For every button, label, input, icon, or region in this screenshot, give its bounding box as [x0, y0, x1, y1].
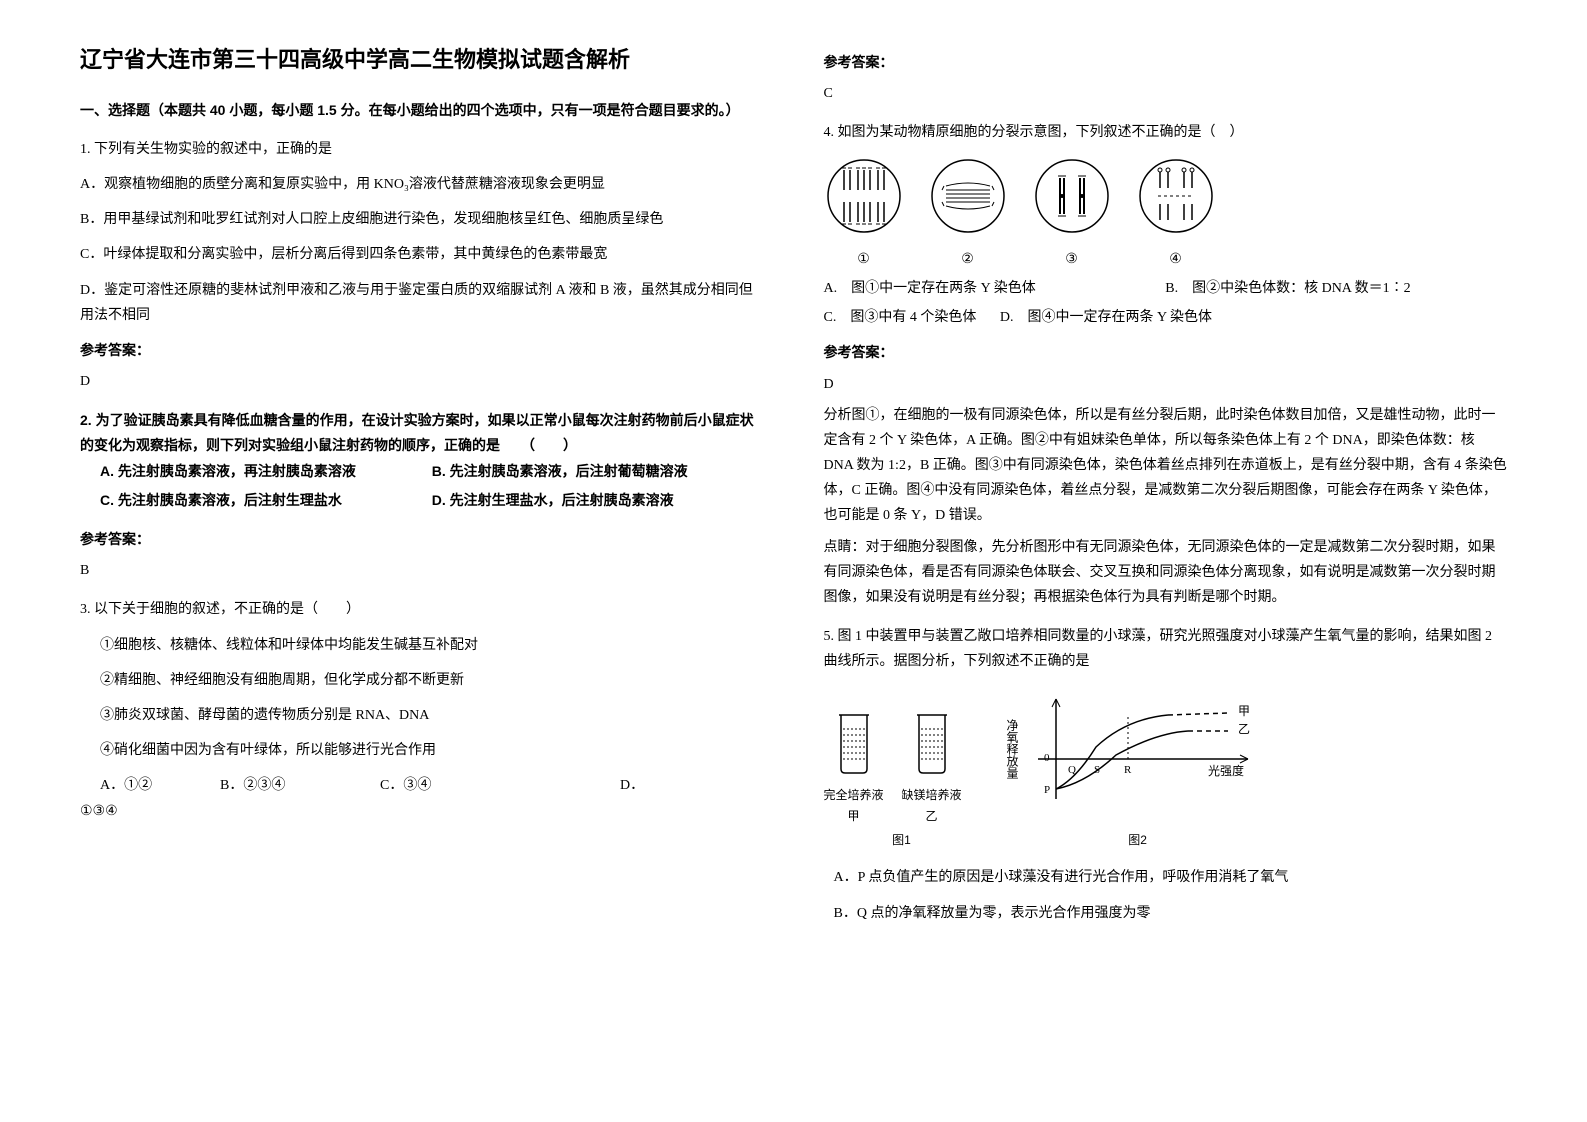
q4-answer-label: 参考答案： [824, 340, 1508, 365]
question-2: 2. 为了验证胰岛素具有降低血糖含量的作用，在设计实验方案时，如果以正常小鼠每次… [80, 408, 764, 583]
beaker-a-label: 完全培养液 甲 [824, 785, 884, 828]
q1-stem: 1. 下列有关生物实验的叙述中，正确的是 [80, 137, 764, 162]
cell-2-svg [928, 156, 1008, 236]
q4-options-cd: C. 图③中有 4 个染色体 D. 图④中一定存在两条 Y 染色体 [824, 305, 1508, 330]
cell-1-svg [824, 156, 904, 236]
q3-item-4: ④硝化细菌中因为含有叶绿体，所以能够进行光合作用 [100, 738, 764, 763]
q1-opt-a: A．观察植物细胞的质壁分离和复原实验中，用 KNO₃溶液代替蔗糖溶液现象会更明显 [80, 172, 764, 197]
question-5: 5. 图 1 中装置甲与装置乙敞口培养相同数量的小球藻，研究光照强度对小球藻产生… [824, 624, 1508, 926]
svg-text:R: R [1124, 764, 1132, 776]
q4-explain-b: 点睛：对于细胞分裂图像，先分析图形中有无同源染色体，无同源染色体的一定是减数第二… [824, 535, 1508, 611]
question-1: 1. 下列有关生物实验的叙述中，正确的是 A．观察植物细胞的质壁分离和复原实验中… [80, 137, 764, 395]
q1-opt-d: D．鉴定可溶性还原糖的斐林试剂甲液和乙液与用于鉴定蛋白质的双缩脲试剂 A 液和 … [80, 278, 764, 328]
q3-item-2: ②精细胞、神经细胞没有细胞周期，但化学成分都不断更新 [100, 668, 764, 693]
cell-2: ② [928, 156, 1008, 272]
q3-opt-a: A．①② [100, 773, 220, 798]
beaker-a-svg [833, 709, 875, 777]
svg-text:0: 0 [1044, 752, 1050, 764]
page-title: 辽宁省大连市第三十四高级中学高二生物模拟试题含解析 [80, 40, 764, 80]
q3-trail: ①③④ [80, 799, 764, 824]
q4-opt-b: B. 图②中染色体数：核 DNA 数＝1∶2 [1165, 276, 1507, 301]
q1-opt-b: B．用甲基绿试剂和吡罗红试剂对人口腔上皮细胞进行染色，发现细胞核呈红色、细胞质呈… [80, 207, 764, 232]
svg-text:乙: 乙 [1238, 722, 1250, 736]
q2-opt-c: C. 先注射胰岛素溶液，后注射生理盐水 [100, 488, 432, 513]
svg-text:Q: Q [1068, 764, 1076, 776]
q3-stem: 3. 以下关于细胞的叙述，不正确的是（ ） [80, 597, 764, 622]
q3-opt-d: D． [620, 773, 680, 798]
q2-answer-label: 参考答案： [80, 527, 764, 552]
ylabel: 净氧释放量 [1005, 718, 1019, 778]
fig2-caption: 图2 [998, 830, 1278, 852]
cell-1-label: ① [824, 247, 904, 272]
q5-opt-a: A．P 点负值产生的原因是小球藻没有进行光合作用，呼吸作用消耗了氧气 [834, 865, 1508, 890]
q3-opt-b: B．②③④ [220, 773, 380, 798]
cell-3: ③ [1032, 156, 1112, 272]
q3-opt-c: C．③④ [380, 773, 620, 798]
figure-2: 0 净氧释放量 光强度 甲 乙 Q S R P [998, 689, 1278, 852]
svg-text:P: P [1044, 784, 1050, 796]
q5-opt-b: B．Q 点的净氧释放量为零，表示光合作用强度为零 [834, 901, 1508, 926]
fig1-caption: 图1 [824, 830, 980, 852]
xlabel: 光强度 [1208, 763, 1244, 778]
cell-3-label: ③ [1032, 247, 1112, 272]
question-4: 4. 如图为某动物精原细胞的分裂示意图，下列叙述不正确的是（ ） ① [824, 120, 1508, 610]
q4-figure: ① ② [824, 156, 1508, 272]
q1-answer-label: 参考答案： [80, 338, 764, 363]
section-1-header: 一、选择题（本题共 40 小题，每小题 1.5 分。在每小题给出的四个选项中，只… [80, 98, 764, 123]
q5-stem: 5. 图 1 中装置甲与装置乙敞口培养相同数量的小球藻，研究光照强度对小球藻产生… [824, 624, 1508, 674]
cell-4-label: ④ [1136, 247, 1216, 272]
q4-opt-c: C. 图③中有 4 个染色体 [824, 310, 977, 325]
svg-text:S: S [1094, 764, 1100, 776]
q3-item-1: ①细胞核、核糖体、线粒体和叶绿体中均能发生碱基互补配对 [100, 633, 764, 658]
beaker-b-svg [911, 709, 953, 777]
question-3: 3. 以下关于细胞的叙述，不正确的是（ ） ①细胞核、核糖体、线粒体和叶绿体中均… [80, 597, 764, 823]
beaker-a: 完全培养液 甲 [824, 709, 884, 828]
q5-figures: 完全培养液 甲 缺镁培养液 乙 图1 [824, 689, 1508, 852]
beaker-b-label: 缺镁培养液 乙 [902, 785, 962, 828]
cell-2-label: ② [928, 247, 1008, 272]
q3-answer: C [824, 81, 1508, 106]
cell-1: ① [824, 156, 904, 272]
q2-opt-a: A. 先注射胰岛素溶液，再注射胰岛素溶液 [100, 459, 432, 484]
svg-text:甲: 甲 [1238, 704, 1250, 718]
q3-options: A．①② B．②③④ C．③④ D． [100, 773, 764, 798]
q4-opt-a: A. 图①中一定存在两条 Y 染色体 [824, 276, 1166, 301]
q1-answer: D [80, 369, 764, 394]
figure-1: 完全培养液 甲 缺镁培养液 乙 图1 [824, 709, 980, 851]
q4-answer: D [824, 372, 1508, 397]
q4-options-ab: A. 图①中一定存在两条 Y 染色体 B. 图②中染色体数：核 DNA 数＝1∶… [824, 276, 1508, 305]
cell-3-svg [1032, 156, 1112, 236]
q4-opt-d: D. 图④中一定存在两条 Y 染色体 [1000, 310, 1212, 325]
q2-options-row1: A. 先注射胰岛素溶液，再注射胰岛素溶液 B. 先注射胰岛素溶液，后注射葡萄糖溶… [100, 459, 764, 517]
q2-opt-b: B. 先注射胰岛素溶液，后注射葡萄糖溶液 [432, 459, 764, 484]
q3-answer-label: 参考答案： [824, 50, 1508, 75]
q1-opt-c: C．叶绿体提取和分离实验中，层析分离后得到四条色素带，其中黄绿色的色素带最宽 [80, 242, 764, 267]
q2-stem: 2. 为了验证胰岛素具有降低血糖含量的作用，在设计实验方案时，如果以正常小鼠每次… [80, 408, 764, 458]
q4-stem: 4. 如图为某动物精原细胞的分裂示意图，下列叙述不正确的是（ ） [824, 120, 1508, 145]
q2-answer: B [80, 558, 764, 583]
beaker-b: 缺镁培养液 乙 [902, 709, 962, 828]
q2-opt-d: D. 先注射生理盐水，后注射胰岛素溶液 [432, 488, 764, 513]
cell-4: ④ [1136, 156, 1216, 272]
right-column: 参考答案： C 4. 如图为某动物精原细胞的分裂示意图，下列叙述不正确的是（ ）… [794, 40, 1538, 1082]
left-column: 辽宁省大连市第三十四高级中学高二生物模拟试题含解析 一、选择题（本题共 40 小… [50, 40, 794, 1082]
q4-explain-a: 分析图①，在细胞的一极有同源染色体，所以是有丝分裂后期，此时染色体数目加倍，又是… [824, 403, 1508, 529]
chart-svg: 0 净氧释放量 光强度 甲 乙 Q S R P [998, 689, 1278, 819]
q3-item-3: ③肺炎双球菌、酵母菌的遗传物质分别是 RNA、DNA [100, 703, 764, 728]
cell-4-svg [1136, 156, 1216, 236]
